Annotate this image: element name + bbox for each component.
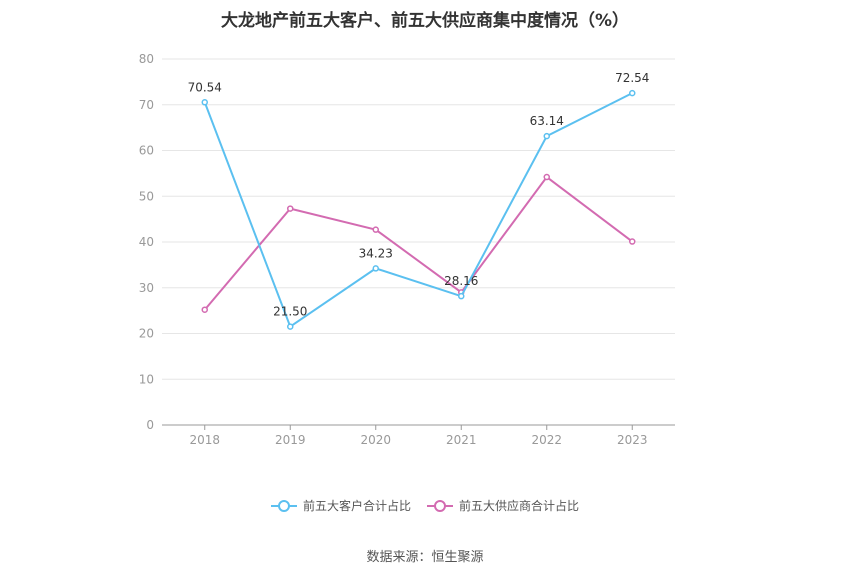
data-point[interactable] xyxy=(372,265,379,272)
series-line-1 xyxy=(203,175,633,311)
data-point[interactable] xyxy=(629,89,636,97)
data-point[interactable] xyxy=(201,306,208,313)
data-point[interactable] xyxy=(201,99,208,106)
data-label: 21.50 xyxy=(273,305,307,319)
y-tick-label: 70 xyxy=(139,98,154,112)
x-tick-label: 2020 xyxy=(360,433,391,447)
data-label: 70.54 xyxy=(188,80,222,94)
legend-label: 前五大供应商合计占比 xyxy=(459,499,580,513)
y-tick-label: 50 xyxy=(139,189,154,203)
data-point[interactable] xyxy=(372,226,379,233)
y-tick-label: 30 xyxy=(139,281,154,295)
data-point[interactable] xyxy=(287,205,294,212)
y-tick-label: 10 xyxy=(139,372,154,386)
data-point[interactable] xyxy=(629,238,636,245)
data-point[interactable] xyxy=(543,132,550,140)
data-labels: 70.54 21.50 34.23 28.16 63.14 72.54 xyxy=(188,71,650,319)
y-tick-label: 40 xyxy=(139,235,154,249)
source-note: 数据来源：恒生聚源 xyxy=(366,550,484,565)
axes: 0 10 20 30 40 50 60 70 80 2018 2019 2020 2021 2022 202… xyxy=(139,52,675,447)
y-tick-label: 80 xyxy=(139,52,154,66)
series xyxy=(201,89,636,330)
y-tick-label: 0 xyxy=(146,418,154,432)
chart-title: 大龙地产前五大客户、前五大供应商集中度情况（%） xyxy=(220,11,630,31)
legend-marker-icon xyxy=(427,499,453,512)
gridlines xyxy=(162,58,675,380)
data-point[interactable] xyxy=(543,173,550,181)
x-tick-label: 2023 xyxy=(617,433,648,447)
x-tick-label: 2021 xyxy=(446,433,477,447)
legend-marker-icon xyxy=(270,499,297,512)
y-tick-label: 60 xyxy=(139,144,154,158)
x-tick-label: 2018 xyxy=(189,433,220,447)
x-tick-label: 2019 xyxy=(275,433,306,447)
legend-label: 前五大客户合计占比 xyxy=(302,499,411,513)
legend-item-0[interactable]: 前五大客户合计占比 xyxy=(270,497,411,514)
data-point[interactable] xyxy=(458,292,465,300)
data-label: 72.54 xyxy=(615,71,649,85)
y-tick-label: 20 xyxy=(139,327,154,341)
legend-item-1[interactable]: 前五大供应商合计占比 xyxy=(427,497,579,514)
legend: 前五大客户合计占比 前五大供应商合计占比 xyxy=(0,497,850,514)
data-label: 28.16 xyxy=(444,274,478,288)
series-line-0 xyxy=(203,92,633,329)
data-point[interactable] xyxy=(287,323,294,330)
data-label: 34.23 xyxy=(359,246,393,260)
data-label: 63.14 xyxy=(530,114,564,128)
x-tick-label: 2022 xyxy=(531,433,562,447)
